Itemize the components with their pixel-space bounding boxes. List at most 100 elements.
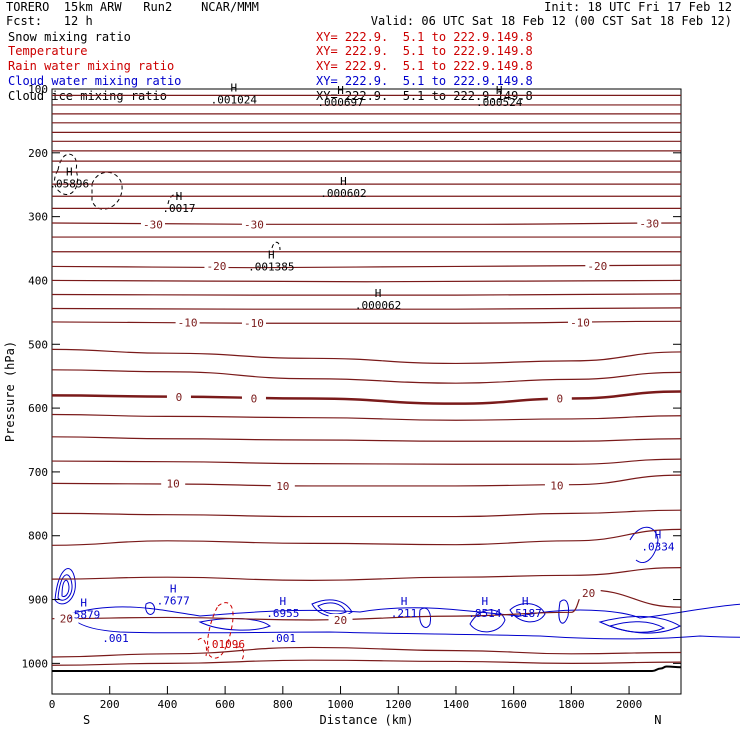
y-tick-label: 600 xyxy=(28,402,48,415)
y-tick-label: 200 xyxy=(28,147,48,160)
temperature-label-bg xyxy=(547,392,572,405)
maximum-value: .7677 xyxy=(157,594,190,607)
field-snow-name: Snow mixing ratio xyxy=(8,30,131,44)
x-axis-title: Distance (km) xyxy=(320,713,414,727)
temperature-contour xyxy=(51,293,682,296)
temperature-contour xyxy=(51,264,682,269)
temperature-contour xyxy=(51,413,682,421)
y-tick-label: 500 xyxy=(28,338,48,351)
maximum-marker: H xyxy=(280,595,287,608)
y-tick-label: 300 xyxy=(28,211,48,224)
temperature-contour xyxy=(51,307,682,310)
y-tick-label: 800 xyxy=(28,530,48,543)
temperature-label-bg xyxy=(161,477,186,490)
temperature-label-bg xyxy=(544,479,569,492)
maximum-marker: H xyxy=(522,595,529,608)
temperature-label: 20 xyxy=(60,613,73,626)
y-tick-label: 100 xyxy=(28,83,48,96)
maximum-marker: H xyxy=(655,529,662,542)
temperature-contour xyxy=(51,646,682,658)
y-tick-label: 1000 xyxy=(22,657,49,670)
maximum-value: .5879 xyxy=(67,608,100,621)
temperature-label: 0 xyxy=(251,393,258,406)
field-rain-name: Rain water mixing ratio xyxy=(8,59,175,73)
maximum-value: .000602 xyxy=(320,187,366,200)
temperature-label: -10 xyxy=(570,317,590,330)
temperature-label-bg xyxy=(576,587,601,600)
maximum-value: .001385 xyxy=(248,261,294,274)
surface-line xyxy=(52,665,682,673)
field-cloudwater-xy: XY= 222.9. 5.1 to 222.9.149.8 xyxy=(316,74,533,88)
x-tick-label: 1600 xyxy=(500,698,527,711)
temperature-label-bg xyxy=(166,391,191,404)
maximum-value: .000697 xyxy=(317,96,363,109)
x-tick-label: 1000 xyxy=(327,698,354,711)
temperature-label-bg xyxy=(54,612,79,625)
temperature-label: -30 xyxy=(639,218,659,231)
maximum-value: .000524 xyxy=(476,96,523,109)
temperature-label-bg xyxy=(241,317,266,330)
temperature-label-bg xyxy=(585,259,610,272)
temperature-contour xyxy=(51,659,682,666)
maximum-value: .0017 xyxy=(162,202,195,215)
maximum-marker: H xyxy=(176,190,183,203)
contour-value-label: .001 xyxy=(102,632,129,645)
maximum-marker: H xyxy=(80,596,87,609)
forecast-hour: Fcst: 12 h xyxy=(6,14,93,28)
y-tick-label: 700 xyxy=(28,466,48,479)
temperature-contour xyxy=(51,474,682,487)
maximum-value: .001024 xyxy=(211,93,258,106)
maximum-value: .6955 xyxy=(266,607,299,620)
temperature-label: -20 xyxy=(587,260,607,273)
y-tick-label: 400 xyxy=(28,274,48,287)
maximum-marker: H xyxy=(401,595,408,608)
temperature-label: 0 xyxy=(557,393,564,406)
contour-value-label: .01096 xyxy=(205,638,245,651)
south-label: S xyxy=(83,713,90,727)
contour-value-label: .001 xyxy=(270,632,297,645)
temperature-label-bg xyxy=(568,316,593,329)
maximum-marker: H xyxy=(375,287,382,300)
maximum-marker: H xyxy=(66,166,73,179)
temperature-label: -10 xyxy=(178,317,198,330)
temperature-label-bg xyxy=(175,316,200,329)
x-tick-label: 2000 xyxy=(616,698,643,711)
y-tick-label: 900 xyxy=(28,594,48,607)
x-tick-label: 0 xyxy=(49,698,56,711)
temperature-label-bg xyxy=(328,613,353,626)
maximum-value: .8514 xyxy=(468,607,501,620)
x-tick-label: 200 xyxy=(100,698,120,711)
temperature-label-bg xyxy=(204,259,229,272)
valid-time: Valid: 06 UTC Sat 18 Feb 12 (00 CST Sat … xyxy=(370,14,732,28)
temperature-label: -30 xyxy=(143,218,163,231)
x-tick-label: 800 xyxy=(273,698,293,711)
field-rain-xy: XY= 222.9. 5.1 to 222.9.149.8 xyxy=(316,59,533,73)
temperature-label-bg xyxy=(241,392,266,405)
temperature-label: 0 xyxy=(176,391,183,404)
temperature-contour xyxy=(51,279,682,283)
temperature-label: -10 xyxy=(244,317,264,330)
maximum-marker: H xyxy=(268,249,275,262)
maximum-marker: H xyxy=(340,175,347,188)
x-tick-label: 1200 xyxy=(385,698,412,711)
x-tick-label: 1800 xyxy=(558,698,585,711)
maximum-value: .000062 xyxy=(355,299,401,312)
x-tick-label: 1400 xyxy=(443,698,470,711)
temperature-label: 10 xyxy=(276,480,289,493)
init-time: Init: 18 UTC Fri 17 Feb 12 xyxy=(544,0,732,14)
field-temperature-xy: XY= 222.9. 5.1 to 222.9.149.8 xyxy=(316,44,533,58)
temperature-contour xyxy=(51,458,682,465)
x-tick-label: 600 xyxy=(215,698,235,711)
temperature-contour xyxy=(51,436,682,442)
field-cloudwater-name: Cloud water mixing ratio xyxy=(8,74,182,88)
temperature-contour xyxy=(51,348,682,365)
north-label: N xyxy=(654,713,661,727)
field-snow-xy: XY= 222.9. 5.1 to 222.9.149.8 xyxy=(316,30,533,44)
temperature-label: 10 xyxy=(550,479,563,492)
field-cloudice-name: Cloud ice mixing ratio xyxy=(8,89,167,103)
maximum-marker: H xyxy=(170,582,177,595)
temperature-contour xyxy=(51,369,682,384)
temperature-label: -30 xyxy=(244,218,264,231)
field-temperature-name: Temperature xyxy=(8,44,88,58)
